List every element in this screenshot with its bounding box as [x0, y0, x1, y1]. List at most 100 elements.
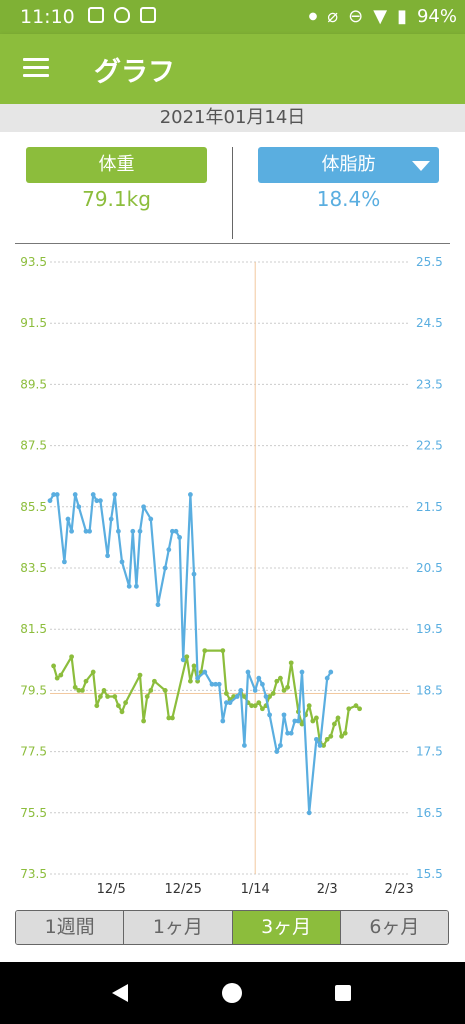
body-fat-data-point	[314, 736, 319, 742]
body-fat-data-point	[105, 553, 110, 559]
body-fat-data-point	[220, 718, 226, 724]
weight-data-point	[321, 743, 326, 748]
app-bar: グラフ	[0, 34, 465, 104]
body-fat-data-point	[141, 504, 147, 510]
home-icon[interactable]	[222, 983, 242, 1003]
body-fat-dropdown[interactable]: 体脂肪	[258, 147, 439, 183]
body-fat-data-point	[324, 675, 330, 681]
hamburger-menu-icon[interactable]	[23, 58, 49, 78]
weight-data-point	[162, 688, 168, 693]
weight-data-point	[242, 694, 247, 699]
weight-data-point	[94, 703, 100, 709]
body-fat-data-point	[306, 810, 312, 816]
body-fat-data-point	[87, 528, 92, 534]
body-fat-data-point	[180, 657, 186, 663]
body-fat-label: 体脂肪	[321, 154, 376, 175]
weight-data-point	[191, 663, 197, 669]
weight-data-point	[220, 648, 226, 654]
left-axis-tick-label: 81.5	[20, 622, 47, 636]
right-axis-tick-label: 15.5	[416, 867, 443, 881]
weight-data-point	[166, 715, 172, 721]
weight-data-point	[184, 654, 190, 660]
weight-data-point	[342, 730, 348, 736]
weight-data-point	[332, 721, 337, 727]
body-fat-data-point	[216, 681, 222, 687]
weight-data-point	[152, 678, 157, 684]
tab-1-month[interactable]: 1ヶ月	[124, 911, 233, 944]
left-axis-tick-label: 77.5	[20, 745, 47, 759]
weight-data-point	[274, 678, 280, 684]
body-fat-data-point	[299, 669, 305, 675]
weight-data-point	[202, 648, 208, 654]
current-date[interactable]: 2021年01月14日	[0, 104, 465, 132]
weight-data-point	[105, 694, 110, 699]
page-title: グラフ	[94, 57, 175, 88]
body-fat-data-point	[69, 528, 74, 534]
left-axis-tick-label: 79.5	[20, 683, 47, 697]
body-fat-data-point	[166, 547, 172, 553]
period-tabs: 1週間 1ヶ月 3ヶ月 6ヶ月	[15, 910, 449, 945]
body-fat-data-point	[65, 516, 71, 522]
weight-data-point	[116, 703, 121, 709]
weight-data-point	[101, 688, 107, 693]
metric-divider	[232, 147, 233, 239]
body-fat-metric: 体脂肪 18.4%	[258, 147, 439, 211]
weight-data-point	[267, 694, 272, 699]
weight-label[interactable]: 体重	[26, 147, 207, 183]
tab-6-months[interactable]: 6ヶ月	[340, 911, 448, 944]
weight-data-point	[69, 654, 74, 660]
left-axis-tick-label: 83.5	[20, 561, 47, 575]
mute-icon: ⌀	[327, 6, 339, 27]
body-fat-data-point	[252, 688, 258, 693]
tab-1-week[interactable]: 1週間	[16, 911, 125, 944]
weight-data-point	[324, 736, 330, 742]
body-fat-data-point	[202, 669, 208, 675]
weight-bodyfat-chart[interactable]: 93.5 25.5 91.5 24.5 89.5 23.5 87.5 22.5 85.5 21.5…	[0, 244, 465, 894]
weight-data-point	[123, 700, 128, 706]
weight-data-point	[314, 715, 319, 721]
body-fat-data-point	[245, 669, 251, 675]
body-fat-data-point	[191, 571, 197, 577]
body-fat-data-point	[54, 492, 60, 497]
dnd-icon: ⊖	[348, 6, 364, 27]
app-notification-icon	[88, 7, 104, 23]
body-fat-data-point	[256, 675, 262, 681]
right-axis-tick-label: 20.5	[416, 561, 443, 575]
body-fat-data-point	[213, 681, 219, 687]
weight-value: 79.1kg	[82, 187, 151, 211]
tab-3-months[interactable]: 3ヶ月	[232, 911, 341, 944]
body-fat-data-point	[296, 718, 301, 724]
left-axis-tick-label: 91.5	[20, 316, 47, 330]
status-bar: 11:10 ● ⌀ ⊖ ▼ ▮ 94%	[0, 0, 465, 34]
weight-data-point	[335, 715, 341, 721]
right-axis-tick-label: 18.5	[416, 683, 443, 697]
body-fat-data-point	[173, 528, 179, 534]
body-fat-data-point	[267, 712, 272, 718]
x-axis-tick-label: 2/23	[385, 882, 414, 894]
body-fat-data-point	[209, 681, 215, 687]
weight-data-point	[288, 660, 294, 666]
navigation-bar	[0, 962, 465, 1024]
left-axis-tick-label: 89.5	[20, 377, 47, 391]
weight-data-point	[353, 703, 359, 709]
weight-data-point	[357, 706, 362, 712]
recent-apps-icon[interactable]	[335, 985, 351, 1001]
left-axis-tick-label: 87.5	[20, 439, 47, 453]
weight-data-point	[119, 709, 125, 715]
wifi-icon: ▼	[373, 6, 388, 27]
weight-data-point	[270, 691, 276, 696]
right-axis-tick-label: 16.5	[416, 806, 443, 820]
body-fat-data-point	[234, 694, 240, 699]
back-icon[interactable]	[112, 984, 128, 1002]
body-fat-data-point	[148, 516, 154, 522]
weight-data-point	[306, 703, 312, 709]
weight-data-point	[137, 672, 143, 678]
pear-notification-icon	[114, 7, 130, 23]
x-axis-tick-label: 12/25	[164, 882, 201, 894]
body-fat-data-point	[155, 602, 161, 608]
right-axis-tick-label: 22.5	[416, 439, 443, 453]
weight-data-point	[328, 733, 334, 739]
body-fat-data-point	[224, 700, 229, 706]
weight-data-point	[188, 678, 193, 684]
left-axis-tick-label: 73.5	[20, 867, 47, 881]
